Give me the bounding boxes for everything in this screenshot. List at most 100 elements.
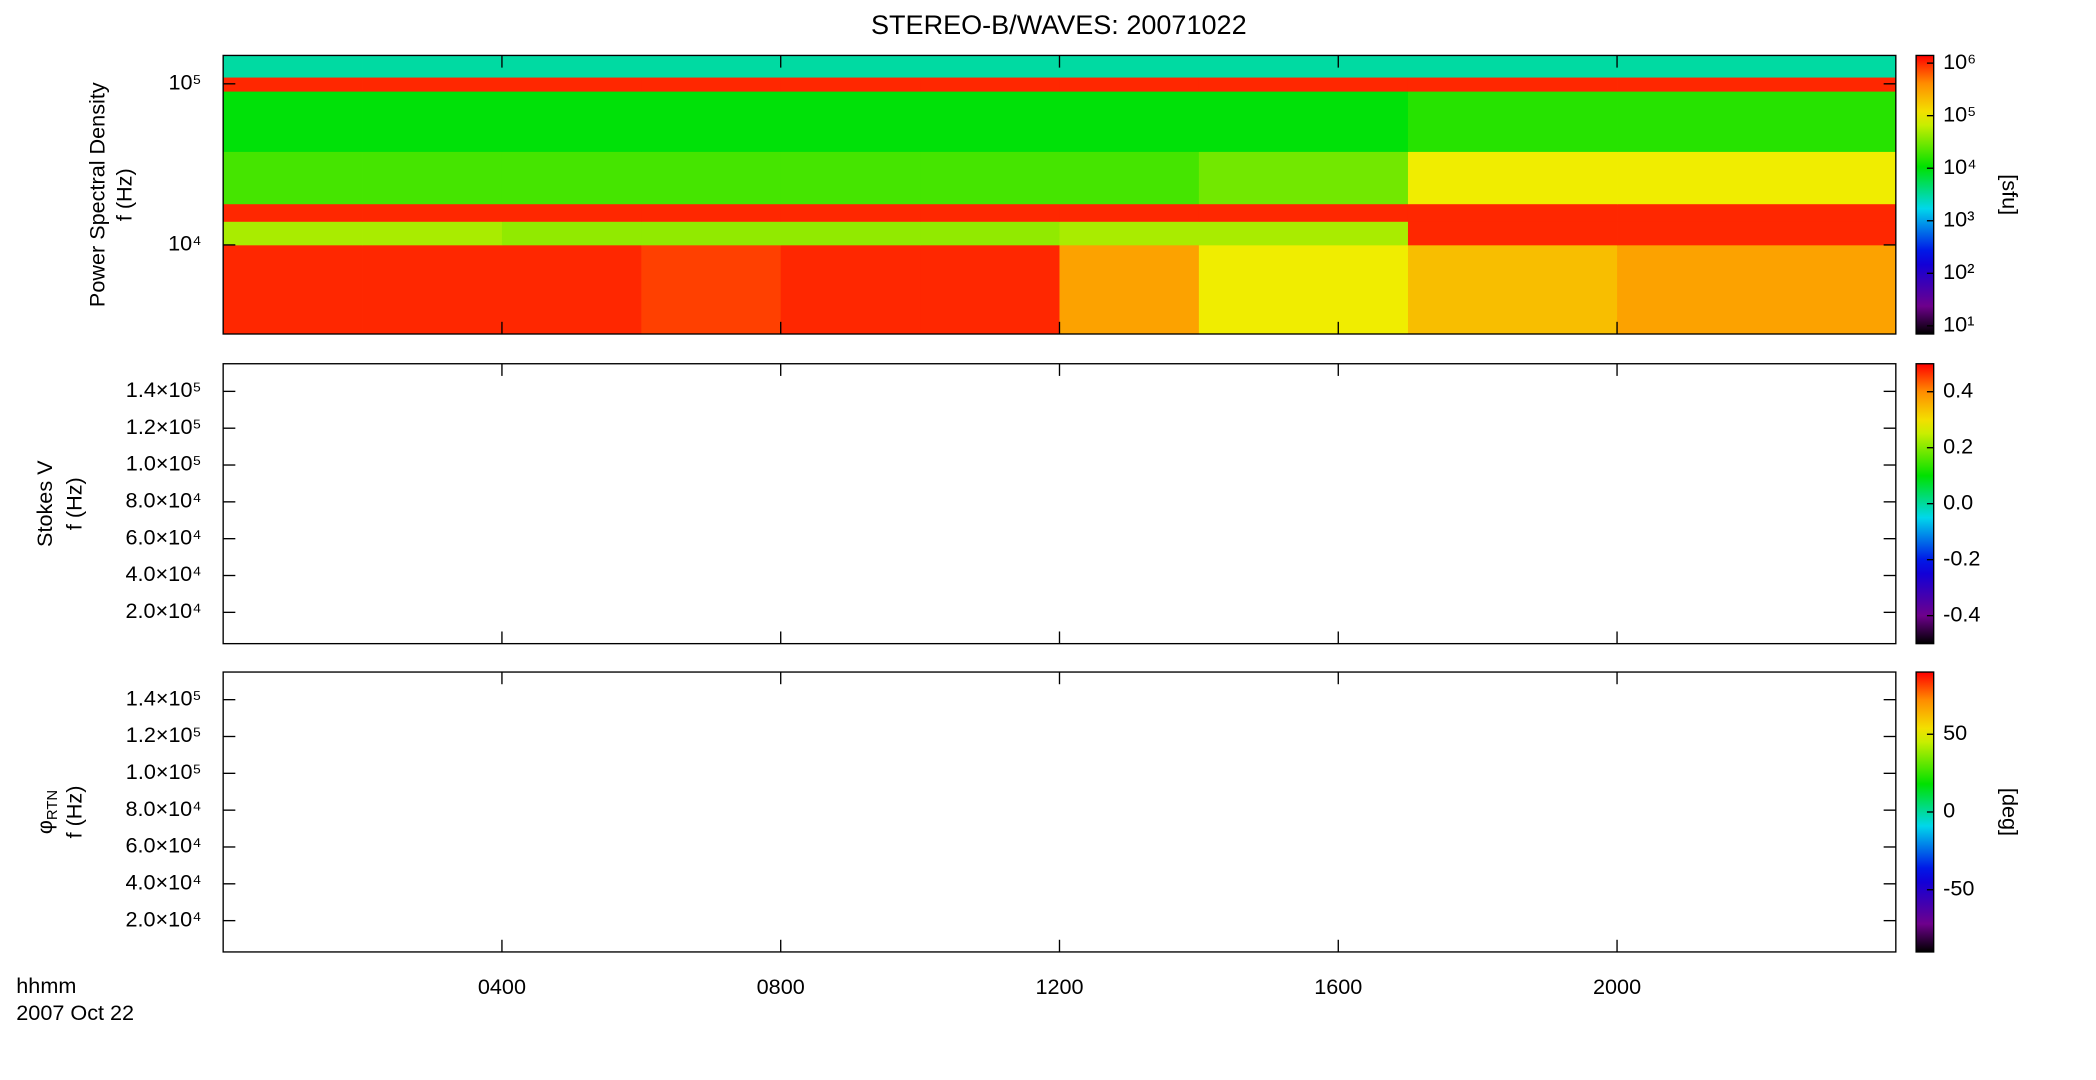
heatmap-cell [362,55,503,78]
heatmap-cell [641,55,782,78]
heatmap-cell [920,244,1060,335]
colorbar-tick-label: 10¹ [1943,312,1974,337]
y-axis-label-main: Power Spectral Density [84,82,109,307]
heatmap-cell [223,203,363,222]
heatmap-cell [223,221,363,246]
x-tick-label: 1200 [1035,974,1083,999]
heatmap-cell [1198,55,1409,78]
colorbar-tick-label: 0.2 [1943,433,1973,458]
heatmap-cell [1059,77,1200,92]
heatmap-cell [1059,151,1200,205]
heatmap-cell [641,244,782,335]
heatmap-cell [920,77,1060,92]
colorbar-tick-label: -0.2 [1943,545,1980,570]
heatmap-cell [1407,203,1618,222]
x-tick-label: 0800 [757,974,805,999]
heatmap-cell [920,55,1060,78]
heatmap-cell [223,91,363,152]
heatmap-cell [1407,91,1618,152]
colorbar-tick-label: 0 [1943,798,1955,823]
x-axis-label: hhmm [16,973,76,998]
y-tick-label: 10⁵ [168,70,201,95]
y-axis-label-main: φ [32,820,57,834]
heatmap-cell [362,77,503,92]
x-tick-label: 0400 [478,974,526,999]
heatmap-cell [1059,55,1200,78]
heatmap-cell [223,244,363,335]
heatmap-cell [1407,244,1618,335]
y-axis-label-main: Stokes V [32,460,57,547]
y-axis-label-units: f (Hz) [112,168,137,221]
heatmap-cell [641,91,782,152]
heatmap-cell [223,151,363,205]
heatmap-cell [780,91,921,152]
colorbar-tick-label: 50 [1943,720,1967,745]
heatmap-cell [501,244,642,335]
heatmap-cell [1617,77,1897,92]
y-tick-label: 6.0×10⁴ [125,833,201,858]
colorbar-tick-label: 0.4 [1943,377,1973,402]
heatmap-cell [501,55,642,78]
heatmap-cell [362,244,503,335]
heatmap-cell [920,221,1060,246]
y-tick-label: 8.0×10⁴ [125,796,201,821]
x-tick-label: 2000 [1593,974,1641,999]
y-axis-label: Stokes V [32,460,57,547]
y-tick-label: 10⁴ [168,231,201,256]
colorbar-tick-label: 10⁴ [1943,154,1976,179]
heatmap-cell [780,55,921,78]
heatmap-cell [641,77,782,92]
heatmap-cell [501,203,642,222]
heatmap-cell [780,203,921,222]
y-tick-label: 4.0×10⁴ [125,870,201,895]
y-axis-label-sub: RTN [45,790,61,820]
y-tick-label: 1.0×10⁵ [126,759,202,784]
heatmap-cell [223,77,363,92]
heatmap-cell [501,77,642,92]
heatmap-cell [1198,77,1409,92]
heatmap-cell [501,221,642,246]
heatmap-cell [1617,151,1897,205]
y-tick-label: 1.4×10⁵ [126,685,202,710]
heatmap-cell [1617,203,1897,222]
y-tick-label: 4.0×10⁴ [125,561,201,586]
heatmap-cell [223,55,363,78]
heatmap-cell [780,244,921,335]
heatmap-cell [1198,221,1409,246]
y-tick-label: 6.0×10⁴ [125,524,201,549]
plot-frame [222,363,1897,645]
heatmap-cell [780,221,921,246]
heatmap-cell [1617,244,1897,335]
heatmap-cell [1059,91,1200,152]
heatmap-cell [1407,55,1618,78]
heatmap-cell [1407,77,1618,92]
colorbar-tick-label: 10⁶ [1943,49,1976,74]
y-tick-label: 1.2×10⁵ [126,414,202,439]
colorbar [1915,54,1935,335]
heatmap-cell [1198,91,1409,152]
heatmap-cell [1407,151,1618,205]
heatmap-cell [1617,55,1897,78]
colorbar-label: [deg] [1997,788,2022,836]
heatmap-cell [920,151,1060,205]
colorbar-label: [sfu] [1997,174,2022,215]
heatmap-cell [641,151,782,205]
y-axis-label-units: f (Hz) [61,477,86,530]
date-label: 2007 Oct 22 [16,1000,134,1025]
y-axis-label: Power Spectral Density [84,82,109,307]
colorbar-tick-label: -50 [1943,875,1974,900]
colorbar-tick-label: -0.4 [1943,601,1980,626]
x-tick-label: 1600 [1314,974,1362,999]
heatmap-cell [1059,203,1200,222]
heatmap-cell [501,91,642,152]
y-tick-label: 2.0×10⁴ [125,598,201,623]
heatmap-cell [501,151,642,205]
y-tick-label: 2.0×10⁴ [125,906,201,931]
heatmap-cell [641,203,782,222]
y-tick-label: 8.0×10⁴ [125,488,201,513]
heatmap-cell [1198,203,1409,222]
y-axis-label-units: f (Hz) [61,786,86,839]
heatmap-cell [1198,244,1409,335]
heatmap-cell [362,91,503,152]
